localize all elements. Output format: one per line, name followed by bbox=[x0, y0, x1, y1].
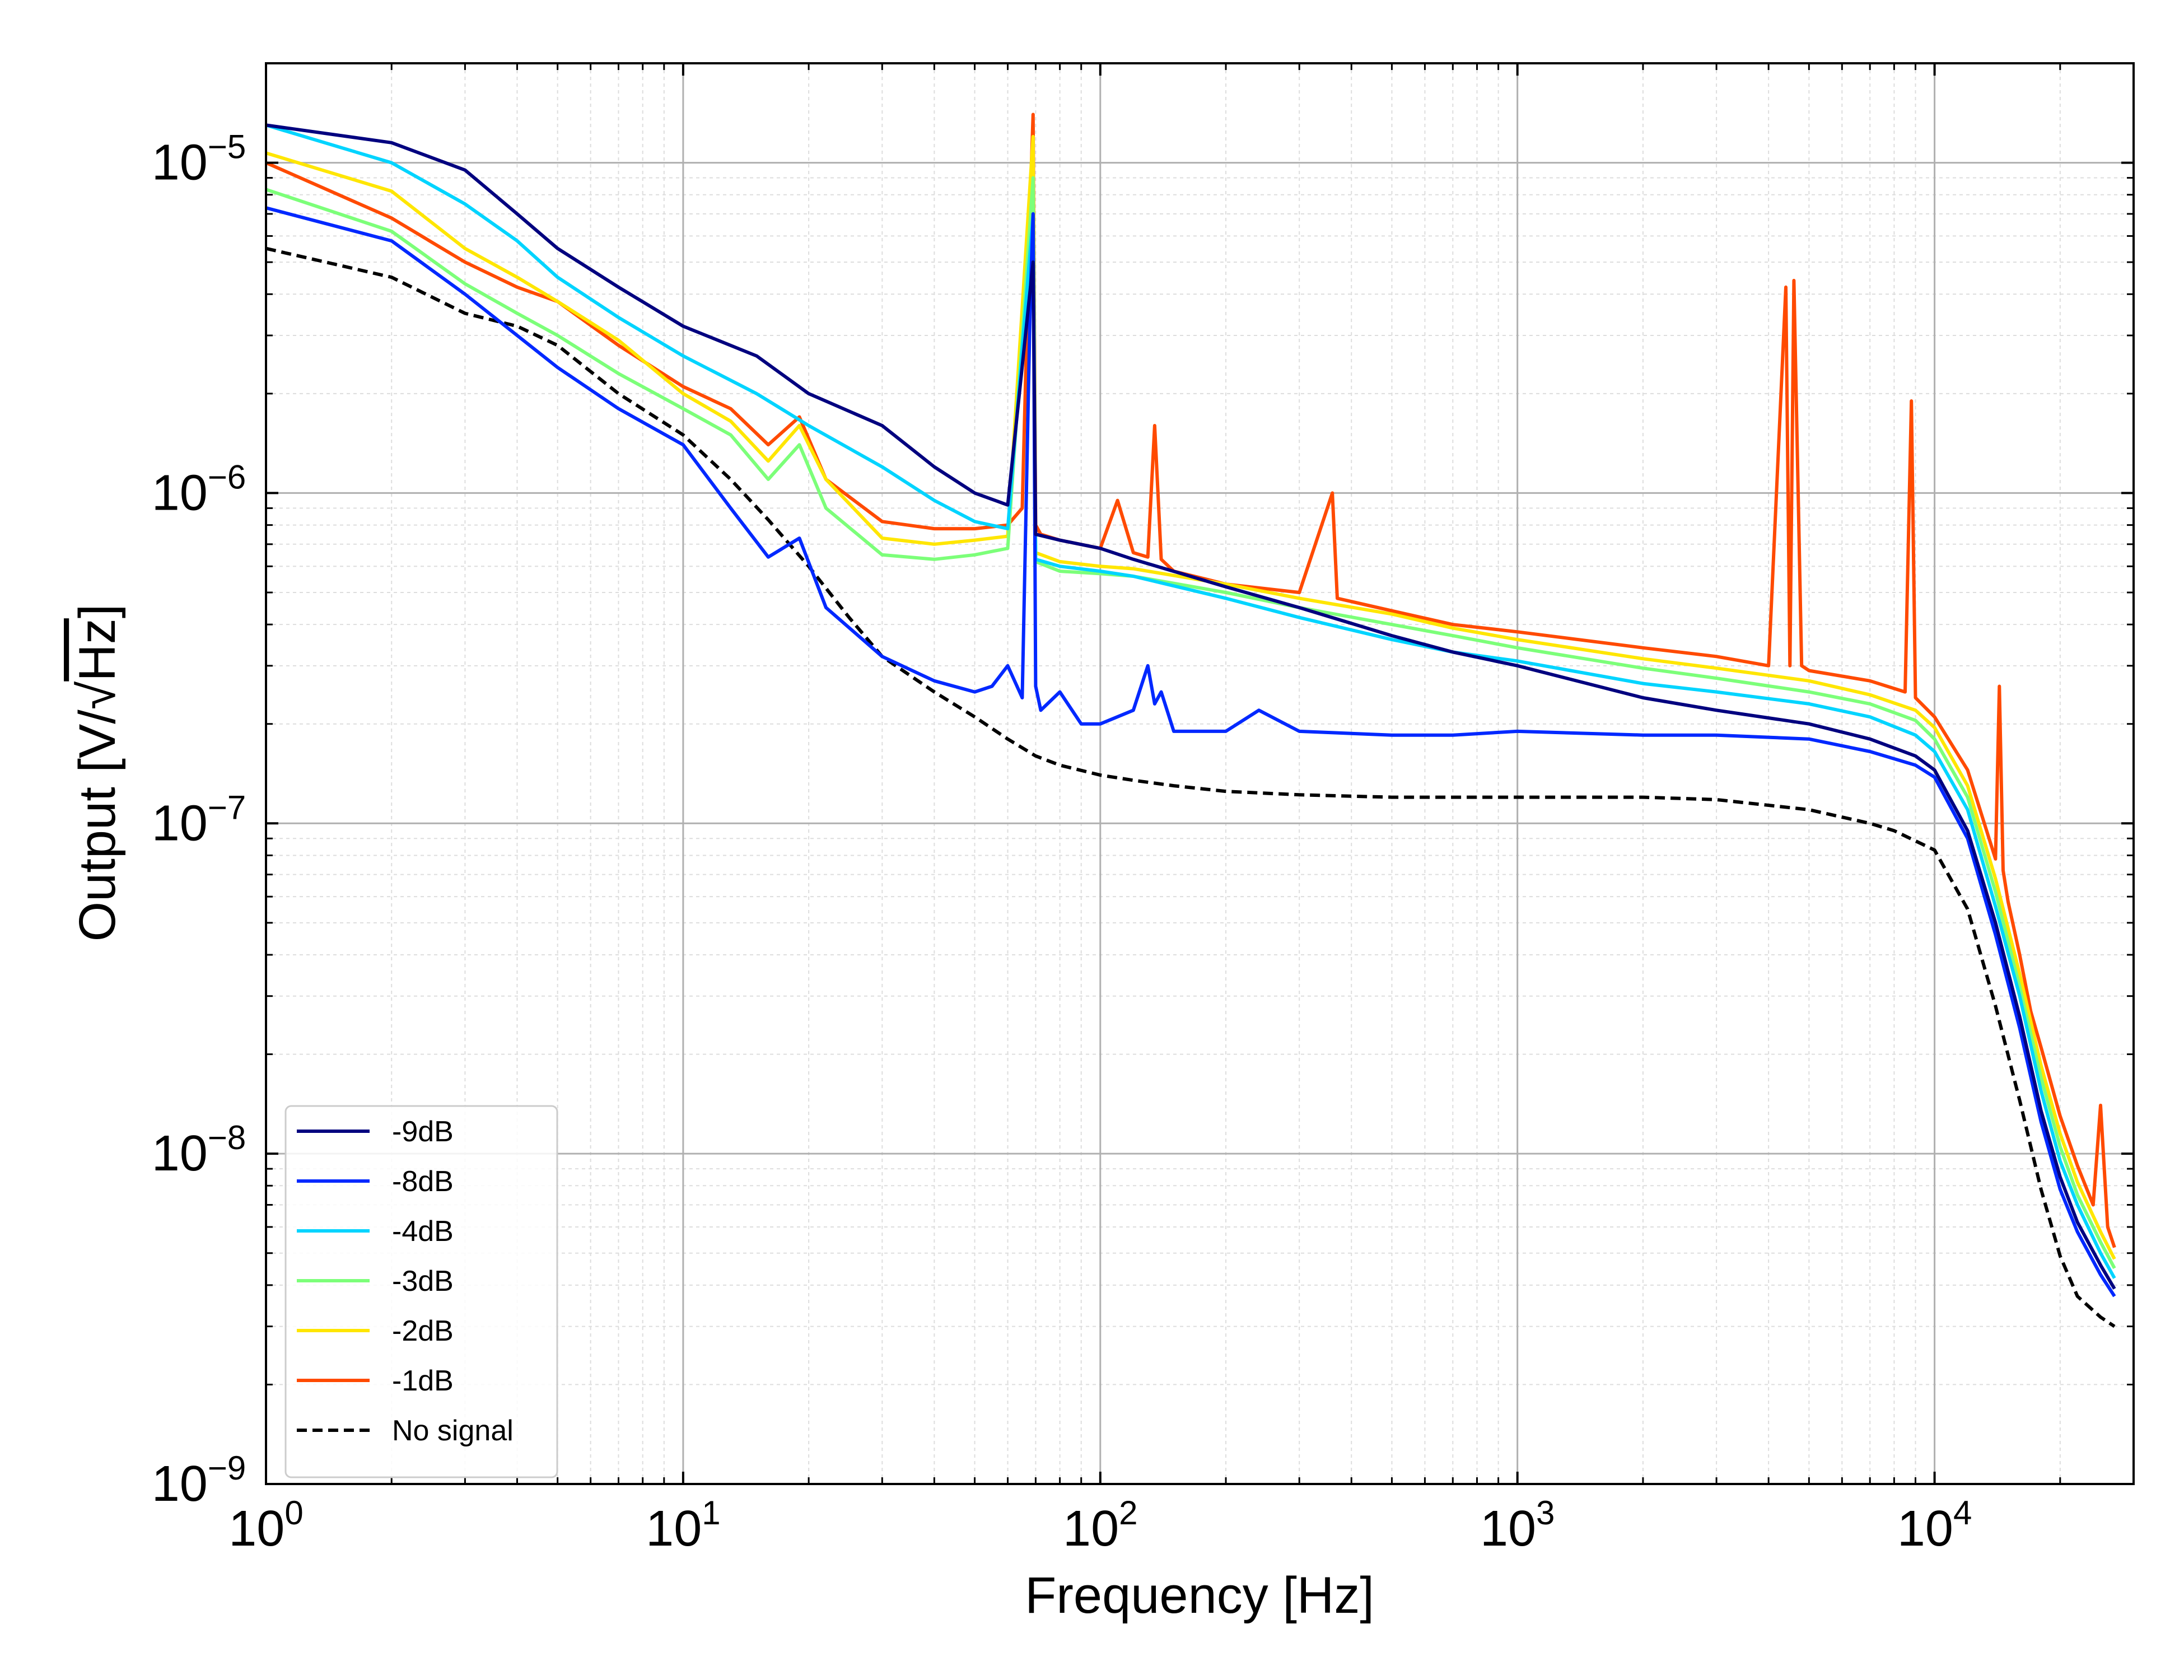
series-line-no-signal bbox=[266, 246, 2116, 1328]
y-tick-label: 10−8 bbox=[152, 1119, 246, 1182]
x-tick-exponent: 1 bbox=[702, 1494, 720, 1532]
ticks bbox=[265, 62, 2135, 1485]
legend-label: -1dB bbox=[392, 1365, 454, 1397]
x-tick-label: 103 bbox=[1480, 1494, 1555, 1557]
x-tick-exponent: 0 bbox=[284, 1494, 303, 1532]
y-tick-base: 10 bbox=[152, 465, 208, 521]
x-axis-label: Frequency [Hz] bbox=[1025, 1567, 1374, 1624]
x-tick-base: 10 bbox=[1063, 1501, 1119, 1557]
series-line-4db bbox=[266, 123, 2116, 1279]
legend-label: -3dB bbox=[392, 1265, 454, 1298]
y-axis-label-prefix: Output [V/ bbox=[69, 710, 126, 942]
series-layer bbox=[266, 113, 2116, 1328]
y-axis-label-suffix: ] bbox=[69, 604, 126, 619]
y-tick-base: 10 bbox=[152, 135, 208, 191]
y-tick-exponent: −6 bbox=[208, 458, 246, 496]
svg-text:Output [V/√Hz]: Output [V/√Hz] bbox=[69, 604, 126, 942]
y-tick-label: 10−9 bbox=[152, 1449, 246, 1512]
y-axis-label: Output [V/√Hz] bbox=[69, 604, 126, 942]
y-tick-base: 10 bbox=[152, 1456, 208, 1512]
x-tick-exponent: 3 bbox=[1536, 1494, 1555, 1532]
y-tick-label: 10−7 bbox=[152, 788, 246, 851]
y-axis-label-radical: √ bbox=[69, 681, 126, 710]
x-tick-label: 104 bbox=[1897, 1494, 1972, 1557]
series-line-9db bbox=[266, 123, 2116, 1290]
x-tick-base: 10 bbox=[228, 1501, 284, 1557]
legend: -9dB -8dB -4dB -3dB -2dB -1dB No signal bbox=[284, 1105, 558, 1478]
legend-label: -2dB bbox=[392, 1315, 454, 1347]
y-tick-exponent: −7 bbox=[208, 788, 246, 826]
y-axis-label-radicand: Hz bbox=[69, 618, 126, 681]
y-tick-exponent: −9 bbox=[208, 1449, 246, 1487]
x-tick-exponent: 2 bbox=[1119, 1494, 1137, 1532]
x-tick-label: 100 bbox=[228, 1494, 303, 1557]
x-tick-base: 10 bbox=[1480, 1501, 1536, 1557]
y-tick-base: 10 bbox=[152, 1126, 208, 1182]
legend-label: -4dB bbox=[392, 1215, 454, 1248]
series-line-2db bbox=[266, 134, 2116, 1260]
y-tick-exponent: −5 bbox=[208, 128, 246, 166]
x-tick-exponent: 4 bbox=[1953, 1494, 1972, 1532]
y-tick-base: 10 bbox=[152, 795, 208, 851]
legend-label: -8dB bbox=[392, 1165, 454, 1198]
y-tick-label: 10−5 bbox=[152, 128, 246, 191]
plot-frame bbox=[265, 62, 2135, 1485]
x-tick-label: 102 bbox=[1063, 1494, 1137, 1557]
legend-label: No signal bbox=[392, 1415, 514, 1447]
x-tick-base: 10 bbox=[646, 1501, 702, 1557]
x-tick-base: 10 bbox=[1897, 1501, 1953, 1557]
series-line-1db bbox=[266, 113, 2116, 1248]
x-tick-label: 101 bbox=[646, 1494, 720, 1557]
legend-label: -9dB bbox=[392, 1116, 454, 1148]
y-tick-exponent: −8 bbox=[208, 1119, 246, 1156]
series-line-8db bbox=[266, 206, 2116, 1298]
y-tick-label: 10−6 bbox=[152, 458, 246, 521]
legend-box bbox=[284, 1105, 558, 1478]
